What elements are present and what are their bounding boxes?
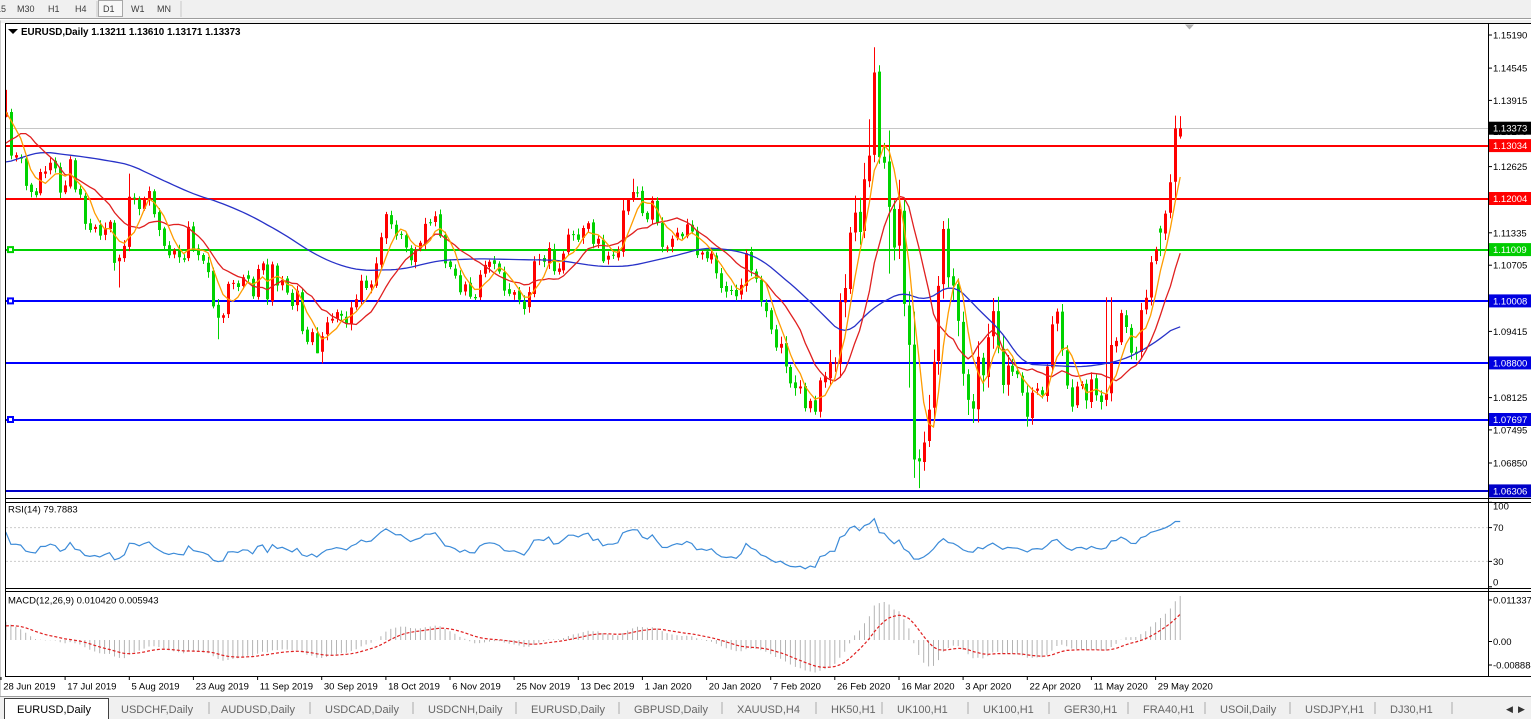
svg-text:1.07495: 1.07495	[1493, 425, 1527, 436]
svg-text:-0.0088848: -0.0088848	[1493, 661, 1531, 672]
svg-text:1.06850: 1.06850	[1493, 459, 1527, 470]
svg-text:XAUUSD,H4: XAUUSD,H4	[737, 704, 800, 716]
svg-text:3 Apr 2020: 3 Apr 2020	[965, 682, 1011, 693]
svg-text:USDCHF,Daily: USDCHF,Daily	[121, 704, 194, 716]
svg-text:D1: D1	[103, 4, 115, 14]
svg-text:EURUSD,Daily 1.13211 1.13610: EURUSD,Daily 1.13211 1.13610 1.13171 1.1…	[21, 27, 241, 38]
svg-text:15: 15	[0, 4, 6, 14]
svg-text:◀: ◀	[1506, 704, 1513, 714]
svg-text:28 Jun 2019: 28 Jun 2019	[3, 682, 55, 693]
svg-text:M30: M30	[17, 4, 35, 14]
svg-text:W1: W1	[131, 4, 145, 14]
svg-text:AUDUSD,Daily: AUDUSD,Daily	[221, 704, 295, 716]
svg-text:1.14545: 1.14545	[1493, 64, 1527, 75]
svg-text:UK100,H1: UK100,H1	[897, 704, 948, 716]
svg-text:1.13915: 1.13915	[1493, 96, 1527, 107]
svg-text:1.11009: 1.11009	[1493, 245, 1527, 256]
svg-text:GBPUSD,Daily: GBPUSD,Daily	[634, 704, 708, 716]
svg-text:1.07697: 1.07697	[1493, 415, 1527, 426]
svg-text:1.06306: 1.06306	[1493, 486, 1527, 497]
svg-text:UK100,H1: UK100,H1	[983, 704, 1034, 716]
svg-text:USDJPY,H1: USDJPY,H1	[1305, 704, 1364, 716]
svg-text:GER30,H1: GER30,H1	[1064, 704, 1117, 716]
svg-text:1.12004: 1.12004	[1493, 194, 1527, 205]
svg-text:0.00: 0.00	[1493, 637, 1512, 648]
svg-text:RSI(14) 79.7883: RSI(14) 79.7883	[8, 505, 78, 516]
svg-text:▶: ▶	[1518, 704, 1525, 714]
svg-text:1.13034: 1.13034	[1493, 141, 1527, 152]
svg-text:1 Jan 2020: 1 Jan 2020	[645, 682, 692, 693]
svg-text:6 Nov 2019: 6 Nov 2019	[452, 682, 501, 693]
svg-text:MN: MN	[157, 4, 171, 14]
svg-text:USDCNH,Daily: USDCNH,Daily	[428, 704, 503, 716]
svg-text:DJ30,H1: DJ30,H1	[1390, 704, 1433, 716]
svg-text:0: 0	[1493, 578, 1498, 589]
svg-text:1.08125: 1.08125	[1493, 393, 1527, 404]
svg-text:USDCAD,Daily: USDCAD,Daily	[325, 704, 399, 716]
svg-text:HK50,H1: HK50,H1	[831, 704, 876, 716]
svg-text:29 May 2020: 29 May 2020	[1158, 682, 1213, 693]
svg-text:20 Jan 2020: 20 Jan 2020	[709, 682, 761, 693]
svg-text:H1: H1	[48, 4, 60, 14]
svg-text:MACD(12,26,9) 0.010420 0.00594: MACD(12,26,9) 0.010420 0.005943	[8, 596, 159, 607]
svg-text:USOil,Daily: USOil,Daily	[1220, 704, 1277, 716]
svg-text:1.10705: 1.10705	[1493, 261, 1527, 272]
svg-text:EURUSD,Daily: EURUSD,Daily	[17, 704, 91, 716]
svg-text:1.09415: 1.09415	[1493, 327, 1527, 338]
svg-text:5 Aug 2019: 5 Aug 2019	[132, 682, 180, 693]
svg-text:17 Jul 2019: 17 Jul 2019	[67, 682, 116, 693]
svg-text:1.15190: 1.15190	[1493, 31, 1527, 42]
svg-text:1.12625: 1.12625	[1493, 162, 1527, 173]
svg-text:22 Apr 2020: 22 Apr 2020	[1030, 682, 1081, 693]
svg-text:0.011337: 0.011337	[1493, 596, 1531, 607]
svg-text:11 Sep 2019: 11 Sep 2019	[260, 682, 313, 693]
svg-text:FRA40,H1: FRA40,H1	[1143, 704, 1194, 716]
svg-text:1.11335: 1.11335	[1493, 228, 1527, 239]
svg-text:26 Feb 2020: 26 Feb 2020	[837, 682, 890, 693]
svg-text:7 Feb 2020: 7 Feb 2020	[773, 682, 821, 693]
svg-text:30 Sep 2019: 30 Sep 2019	[324, 682, 378, 693]
svg-text:18 Oct 2019: 18 Oct 2019	[388, 682, 440, 693]
svg-text:23 Aug 2019: 23 Aug 2019	[196, 682, 249, 693]
svg-text:H4: H4	[75, 4, 87, 14]
svg-text:13 Dec 2019: 13 Dec 2019	[581, 682, 635, 693]
svg-text:1.08800: 1.08800	[1493, 358, 1527, 369]
svg-text:16 Mar 2020: 16 Mar 2020	[901, 682, 954, 693]
svg-text:11 May 2020: 11 May 2020	[1094, 682, 1148, 693]
svg-text:25 Nov 2019: 25 Nov 2019	[516, 682, 570, 693]
svg-text:EURUSD,Daily: EURUSD,Daily	[531, 704, 605, 716]
svg-text:100: 100	[1493, 502, 1509, 513]
svg-text:70: 70	[1493, 523, 1504, 534]
svg-text:1.13373: 1.13373	[1493, 124, 1527, 135]
svg-text:1.10008: 1.10008	[1493, 296, 1527, 307]
svg-text:30: 30	[1493, 557, 1504, 568]
